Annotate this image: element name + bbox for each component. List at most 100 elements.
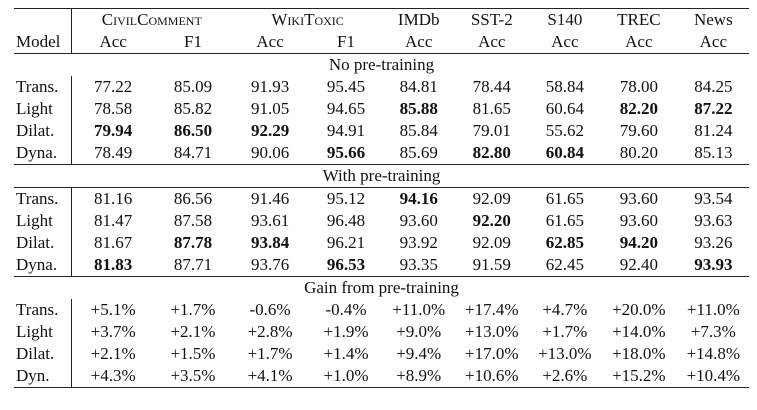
best-value: 62.85: [545, 233, 584, 252]
table-cell: 80.20: [619, 143, 658, 162]
table-cell: +15.2%: [600, 365, 678, 388]
table-cell: 81.16: [71, 187, 155, 210]
model-name: Dyna.: [14, 142, 72, 165]
table-row: Trans. 81.16 86.56 91.46 95.12 94.16 92.09 61.6…: [14, 187, 749, 210]
header-imdb: IMDb: [383, 8, 454, 31]
table-row: Light 81.47 87.58 93.61 96.48 93.60 92.20 61.65…: [14, 210, 749, 232]
table-cell-best: 87.22: [678, 98, 749, 120]
table-cell-best: 86.50: [154, 120, 231, 142]
model-name: Dilat.: [14, 343, 72, 365]
best-value: 79.94: [94, 121, 133, 140]
table-cell: +13.0%: [538, 344, 592, 363]
table-cell-best: 94.20: [600, 232, 678, 254]
table-cell: 96.21: [326, 233, 366, 252]
table-cell: 91.46: [231, 187, 309, 210]
table-cell: +4.3%: [71, 365, 155, 388]
table-cell-best: 85.88: [384, 98, 454, 120]
model-name: Trans.: [14, 76, 72, 98]
table-cell: 92.09: [472, 233, 511, 252]
table-cell: 85.69: [399, 143, 438, 162]
table-row: Dyna. 81.83 87.71 93.76 96.53 93.35 91.59 62.45…: [14, 254, 749, 277]
table-cell: +3.5%: [154, 365, 232, 388]
model-name: Dilat.: [14, 232, 72, 254]
table-cell: 93.63: [694, 211, 733, 230]
table-cell-best: 82.20: [600, 98, 678, 120]
table-cell: 79.60: [619, 121, 658, 140]
table-cell: +1.5%: [170, 344, 216, 363]
table-cell: +14.8%: [686, 344, 741, 363]
metric-cell: Acc: [405, 32, 433, 51]
table-cell: 84.71: [173, 143, 213, 162]
best-value: 93.84: [250, 233, 290, 252]
table-cell: 55.62: [545, 121, 584, 140]
table-cell: +3.7%: [90, 322, 136, 341]
table-cell-best: 82.80: [454, 142, 530, 165]
model-name: Dyn.: [14, 365, 72, 388]
best-value: 92.20: [472, 211, 511, 230]
table-cell: 81.24: [694, 121, 733, 140]
section-title-row: Gain from pre-training: [14, 276, 749, 299]
header-civilcomment: CivilComment: [71, 8, 232, 31]
table-cell: 86.56: [154, 187, 232, 210]
best-value: 87.78: [173, 233, 213, 252]
table-cell: +10.6%: [453, 365, 530, 388]
section-title: With pre-training: [14, 164, 749, 188]
table-cell: +13.0%: [465, 322, 519, 341]
table-cell: 93.60: [600, 187, 678, 210]
section-title-row: No pre-training: [14, 53, 749, 76]
table-cell-best: 62.85: [530, 232, 600, 254]
table-cell: +11.0%: [686, 300, 740, 319]
results-table: CivilComment WikiToxic IMDb SST-2 S140 T…: [14, 8, 749, 388]
model-name: Dilat.: [14, 120, 72, 142]
table-cell: +1.7%: [170, 300, 216, 319]
section-title: No pre-training: [14, 53, 749, 76]
table-cell: 84.81: [399, 77, 438, 96]
table-row: Trans. 77.22 85.09 91.93 95.45 84.81 78.44 58.8…: [14, 76, 749, 98]
table-cell: 61.65: [545, 211, 584, 230]
table-cell: +1.9%: [323, 322, 369, 341]
metric-cell: Acc: [478, 32, 506, 51]
metric-cell: F1: [183, 32, 202, 51]
table-cell: 95.45: [326, 77, 366, 96]
table-cell: +2.1%: [170, 322, 216, 341]
table-cell: +1.7%: [542, 322, 588, 341]
table-cell: +4.1%: [231, 365, 309, 388]
table-row: Dyn. +4.3% +3.5% +4.1% +1.0% +8.9% +10.6% +2.6%…: [14, 365, 749, 388]
table-cell-best: 60.84: [530, 142, 600, 165]
table-cell: 84.25: [694, 77, 733, 96]
model-name: Trans.: [14, 187, 72, 210]
table-cell: +1.7%: [247, 344, 293, 363]
table-row: Dilat. 81.67 87.78 93.84 96.21 93.92 92.09 62.8…: [14, 232, 749, 254]
metric-cell: Acc: [551, 32, 579, 51]
best-value: 86.50: [173, 121, 213, 140]
table-cell: 93.60: [619, 211, 658, 230]
metric-cell: Acc: [625, 32, 653, 51]
table-cell: 78.00: [619, 77, 658, 96]
metric-cell: Acc: [99, 32, 127, 51]
best-value: 94.20: [619, 233, 658, 252]
best-value: 92.29: [250, 121, 290, 140]
best-value: 95.66: [326, 143, 366, 162]
table-cell-best: 94.16: [383, 187, 454, 210]
table-cell: +9.0%: [396, 322, 442, 341]
best-value: 93.93: [694, 255, 733, 274]
table-cell: +10.4%: [677, 365, 749, 388]
table-cell: 96.48: [326, 211, 366, 230]
table-cell: +11.0%: [392, 300, 446, 319]
table-cell: 85.82: [173, 99, 213, 118]
table-cell: 87.58: [173, 211, 213, 230]
table-cell: +1.4%: [323, 344, 369, 363]
table-cell-best: 81.83: [71, 254, 154, 277]
metric-cell: Acc: [699, 32, 728, 51]
table-cell: 91.05: [250, 99, 290, 118]
table-row: Trans. +5.1% +1.7% -0.6% -0.4% +11.0% +17.4% +4…: [14, 299, 749, 321]
table-cell-best: 79.94: [71, 120, 154, 142]
table-cell: +8.9%: [383, 365, 454, 388]
best-value: 82.80: [472, 143, 511, 162]
metric-cell: Acc: [256, 32, 284, 51]
table-cell: 93.26: [694, 233, 733, 252]
header-model: Model: [14, 31, 72, 54]
table-cell-best: 92.29: [232, 120, 309, 142]
table-cell: 87.71: [173, 255, 213, 274]
header-blank: [14, 8, 72, 31]
